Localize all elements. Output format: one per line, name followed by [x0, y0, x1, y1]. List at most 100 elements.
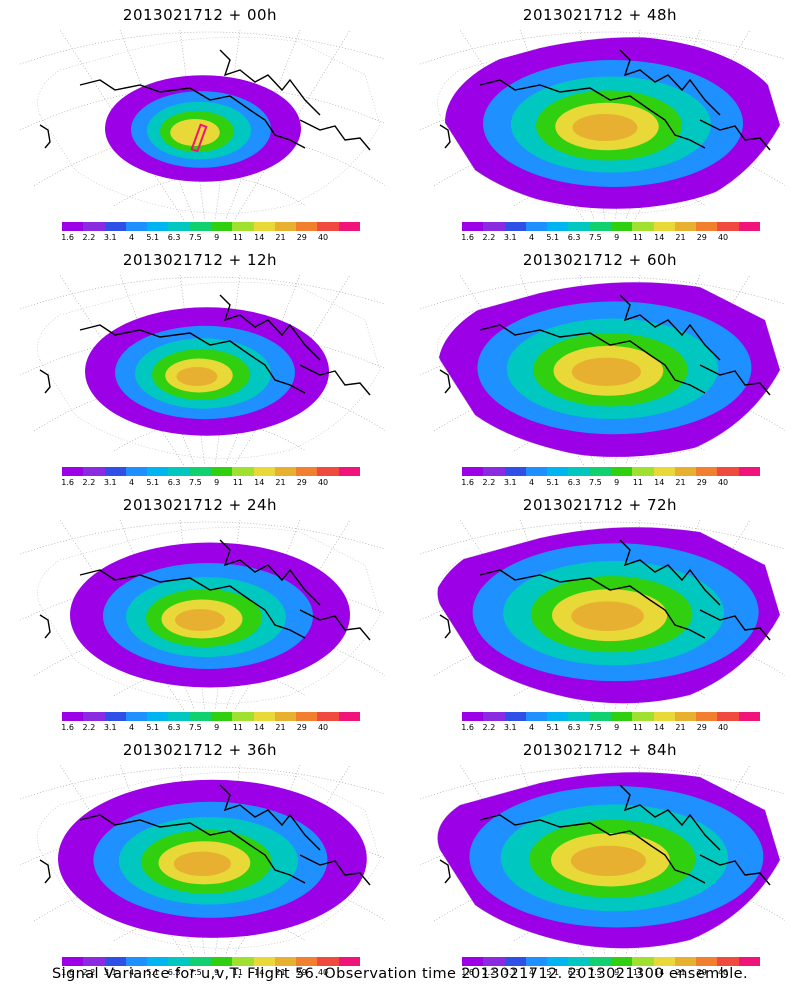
panel-title: 2013021712 + 60h [522, 251, 678, 269]
colorbar [462, 467, 760, 476]
colorbar-label: 29 [696, 478, 707, 487]
colorbar-segment [338, 467, 360, 476]
colorbar-segment [653, 467, 675, 476]
variance-map [420, 275, 785, 465]
panel-title: 2013021712 + 12h [122, 251, 278, 269]
colorbar-segment [525, 467, 548, 476]
colorbar-segment [125, 712, 148, 721]
variance-map [420, 30, 785, 220]
colorbar-segment [253, 712, 275, 721]
colorbar-segment [83, 712, 105, 721]
colorbar-label: 5.1 [146, 478, 160, 487]
colorbar-segment [610, 467, 633, 476]
colorbar-segment [189, 712, 211, 721]
variance-field [70, 542, 350, 688]
colorbar-label: 14 [254, 968, 265, 977]
colorbar-segment [589, 712, 611, 721]
colorbar-label: 2.2 [482, 968, 496, 977]
colorbar-segment [83, 957, 105, 966]
colorbar-label: 4 [128, 233, 135, 242]
colorbar-label: 7.5 [188, 968, 202, 977]
colorbar-label: 2.2 [482, 723, 496, 732]
colorbar-segment [189, 222, 211, 231]
colorbar-label: 29 [296, 233, 307, 242]
colorbar-label: 7.5 [188, 478, 202, 487]
colorbar [62, 467, 360, 476]
colorbar-segment [738, 222, 760, 231]
colorbar-segment [104, 467, 126, 476]
colorbar-segment [168, 712, 190, 721]
colorbar-labels: 1.6 2.2 3.1 4 5.1 6.3 7.5 9 11 14 21 29 40 [450, 723, 770, 735]
colorbar-segment [296, 222, 318, 231]
colorbar-segment [738, 712, 760, 721]
colorbar-segment [504, 712, 526, 721]
colorbar-label: 9 [614, 478, 620, 487]
colorbar-segment [674, 467, 697, 476]
colorbar-segment [696, 712, 718, 721]
colorbar-label: 14 [654, 723, 665, 732]
variance-map [420, 520, 785, 710]
colorbar [462, 222, 760, 231]
colorbar-segment [210, 222, 233, 231]
colorbar-label: 5.1 [146, 233, 160, 242]
panel-title: 2013021712 + 36h [122, 741, 278, 759]
colorbar-segment [232, 467, 254, 476]
colorbar-segment [274, 222, 297, 231]
coastlines [39, 294, 371, 396]
colorbar-label: 2.2 [82, 723, 96, 732]
colorbar-label: 6.3 [167, 233, 181, 242]
colorbar-segment [232, 222, 254, 231]
colorbar-label: 3.1 [103, 968, 117, 977]
colorbar-segment [189, 957, 211, 966]
colorbar-label: 4 [528, 968, 535, 977]
colorbar-label: 5.1 [146, 968, 160, 977]
colorbar-segment [147, 467, 169, 476]
colorbar-segment [653, 712, 675, 721]
colorbar-segment [62, 957, 84, 966]
colorbar-segment [62, 222, 84, 231]
map-panel: 2013021712 + 00h 1.6 2.2 3.1 4 5.1 6.3 7.5 9 11 14… [0, 0, 400, 245]
colorbar-label: 6.3 [167, 478, 181, 487]
figure-caption: Signal Variance for u,v,T. Flight 56. Ob… [52, 966, 748, 982]
colorbar-segment [168, 222, 190, 231]
colorbar-label: 14 [654, 478, 665, 487]
colorbar-segment [504, 222, 526, 231]
colorbar-label: 7.5 [588, 478, 602, 487]
variance-field [438, 282, 780, 457]
colorbar-segment [632, 957, 654, 966]
colorbar-segment [483, 957, 505, 966]
colorbar-label: 1.6 [61, 723, 75, 732]
colorbar-segment [253, 467, 275, 476]
colorbar-segment [338, 222, 360, 231]
variance-field [58, 779, 367, 938]
colorbar-labels: 1.6 2.2 3.1 4 5.1 6.3 7.5 9 11 14 21 29 40 [50, 723, 370, 735]
colorbar-label: 1.6 [61, 478, 75, 487]
colorbar-segment [717, 712, 739, 721]
colorbar-label: 14 [654, 968, 665, 977]
colorbar-labels: 1.6 2.2 3.1 4 5.1 6.3 7.5 9 11 14 21 29 40 [450, 478, 770, 490]
colorbar-segment [62, 467, 84, 476]
coastlines [39, 539, 371, 641]
colorbar [62, 957, 360, 966]
colorbar-label: 7.5 [588, 723, 602, 732]
colorbar-segment [589, 467, 611, 476]
colorbar-label: 9 [214, 233, 220, 242]
colorbar-label: 9 [214, 478, 220, 487]
colorbar-segment [147, 957, 169, 966]
colorbar-segment [738, 467, 760, 476]
colorbar-label: 29 [296, 723, 307, 732]
variance-map [20, 765, 385, 955]
colorbar-segment [147, 222, 169, 231]
map-panel: 2013021712 + 12h 1.6 2.2 3.1 4 5.1 6.3 7.5 9 11 14… [0, 245, 400, 490]
colorbar-label: 1.6 [61, 233, 75, 242]
colorbar-segment [674, 222, 697, 231]
colorbar-segment [483, 712, 505, 721]
colorbar-label: 3.1 [103, 723, 117, 732]
colorbar-labels: 1.6 2.2 3.1 4 5.1 6.3 7.5 9 11 14 21 29 40 [450, 968, 770, 980]
colorbar-label: 5.1 [546, 233, 560, 242]
panel-title: 2013021712 + 48h [522, 6, 678, 24]
colorbar-segment [232, 712, 254, 721]
colorbar-label: 11 [632, 968, 644, 977]
colorbar-segment [589, 957, 611, 966]
colorbar-label: 9 [214, 723, 220, 732]
